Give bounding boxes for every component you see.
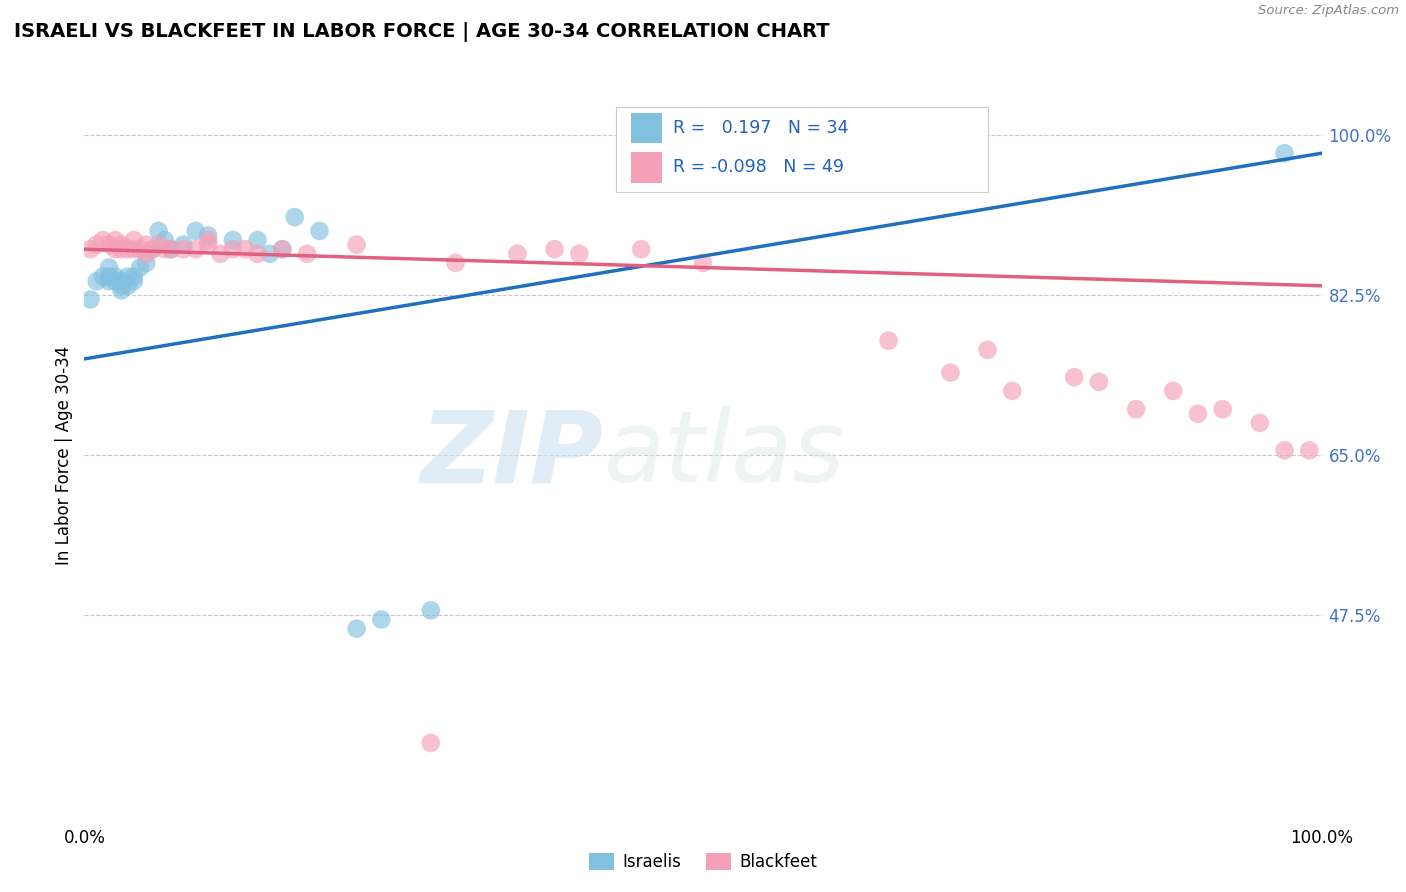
Point [135, 256, 157, 270]
Point [1161, 384, 1184, 398]
Point [104, 242, 127, 256]
Point [295, 247, 318, 261]
Point [153, 242, 176, 256]
Point [209, 247, 232, 261]
FancyBboxPatch shape [616, 108, 987, 192]
FancyBboxPatch shape [631, 153, 662, 183]
Point [271, 242, 294, 256]
Point [148, 237, 170, 252]
Point [135, 247, 157, 261]
Point [506, 247, 529, 261]
Point [939, 366, 962, 380]
Point [98, 260, 121, 275]
Point [104, 233, 127, 247]
Point [197, 237, 219, 252]
Point [110, 242, 132, 256]
Point [1298, 443, 1320, 458]
Point [184, 242, 207, 256]
Point [1187, 407, 1209, 421]
Point [346, 237, 368, 252]
Point [98, 237, 121, 252]
Point [122, 269, 145, 284]
Point [110, 237, 132, 252]
Point [1274, 146, 1296, 161]
Text: atlas: atlas [605, 407, 845, 503]
Point [692, 256, 714, 270]
Point [1212, 402, 1234, 417]
Point [91, 269, 114, 284]
Point [346, 622, 368, 636]
Point [197, 228, 219, 243]
Point [117, 269, 139, 284]
Point [98, 269, 121, 284]
Point [543, 242, 565, 256]
Text: R = -0.098   N = 49: R = -0.098 N = 49 [673, 159, 845, 177]
Point [110, 278, 132, 293]
Point [1125, 402, 1147, 417]
Point [160, 242, 183, 256]
Point [419, 736, 441, 750]
Text: Source: ZipAtlas.com: Source: ZipAtlas.com [1258, 4, 1399, 18]
Point [419, 603, 441, 617]
Point [222, 233, 245, 247]
Point [1001, 384, 1024, 398]
Point [259, 247, 281, 261]
Point [91, 233, 114, 247]
FancyBboxPatch shape [631, 112, 662, 144]
Point [98, 274, 121, 288]
Point [86, 274, 108, 288]
Point [877, 334, 900, 348]
Point [122, 233, 145, 247]
Legend: Israelis, Blackfeet: Israelis, Blackfeet [582, 847, 824, 878]
Point [246, 233, 269, 247]
Point [117, 242, 139, 256]
Point [141, 242, 163, 256]
Point [308, 224, 330, 238]
Point [1249, 416, 1271, 430]
Point [568, 247, 591, 261]
Text: ZIP: ZIP [420, 407, 605, 503]
Point [630, 242, 652, 256]
Point [284, 211, 307, 225]
Point [1063, 370, 1085, 384]
Point [172, 242, 194, 256]
Text: ISRAELI VS BLACKFEET IN LABOR FORCE | AGE 30-34 CORRELATION CHART: ISRAELI VS BLACKFEET IN LABOR FORCE | AG… [14, 22, 830, 42]
Point [104, 269, 127, 284]
Point [79, 242, 101, 256]
Point [246, 247, 269, 261]
Point [1274, 443, 1296, 458]
Point [370, 613, 392, 627]
Point [104, 274, 127, 288]
Point [129, 242, 152, 256]
Point [135, 237, 157, 252]
Point [444, 256, 467, 270]
Point [184, 224, 207, 238]
Y-axis label: In Labor Force | Age 30-34: In Labor Force | Age 30-34 [55, 345, 73, 565]
Text: R =   0.197   N = 34: R = 0.197 N = 34 [673, 119, 849, 137]
Point [222, 242, 245, 256]
Point [172, 237, 194, 252]
Point [117, 278, 139, 293]
Point [129, 260, 152, 275]
Point [110, 284, 132, 298]
Point [141, 242, 163, 256]
Point [153, 233, 176, 247]
Point [122, 242, 145, 256]
Point [148, 224, 170, 238]
Point [110, 274, 132, 288]
Point [79, 293, 101, 307]
Point [197, 233, 219, 247]
Point [271, 242, 294, 256]
Point [122, 274, 145, 288]
Point [86, 237, 108, 252]
Point [160, 242, 183, 256]
Point [233, 242, 256, 256]
Point [1088, 375, 1111, 389]
Point [976, 343, 998, 357]
